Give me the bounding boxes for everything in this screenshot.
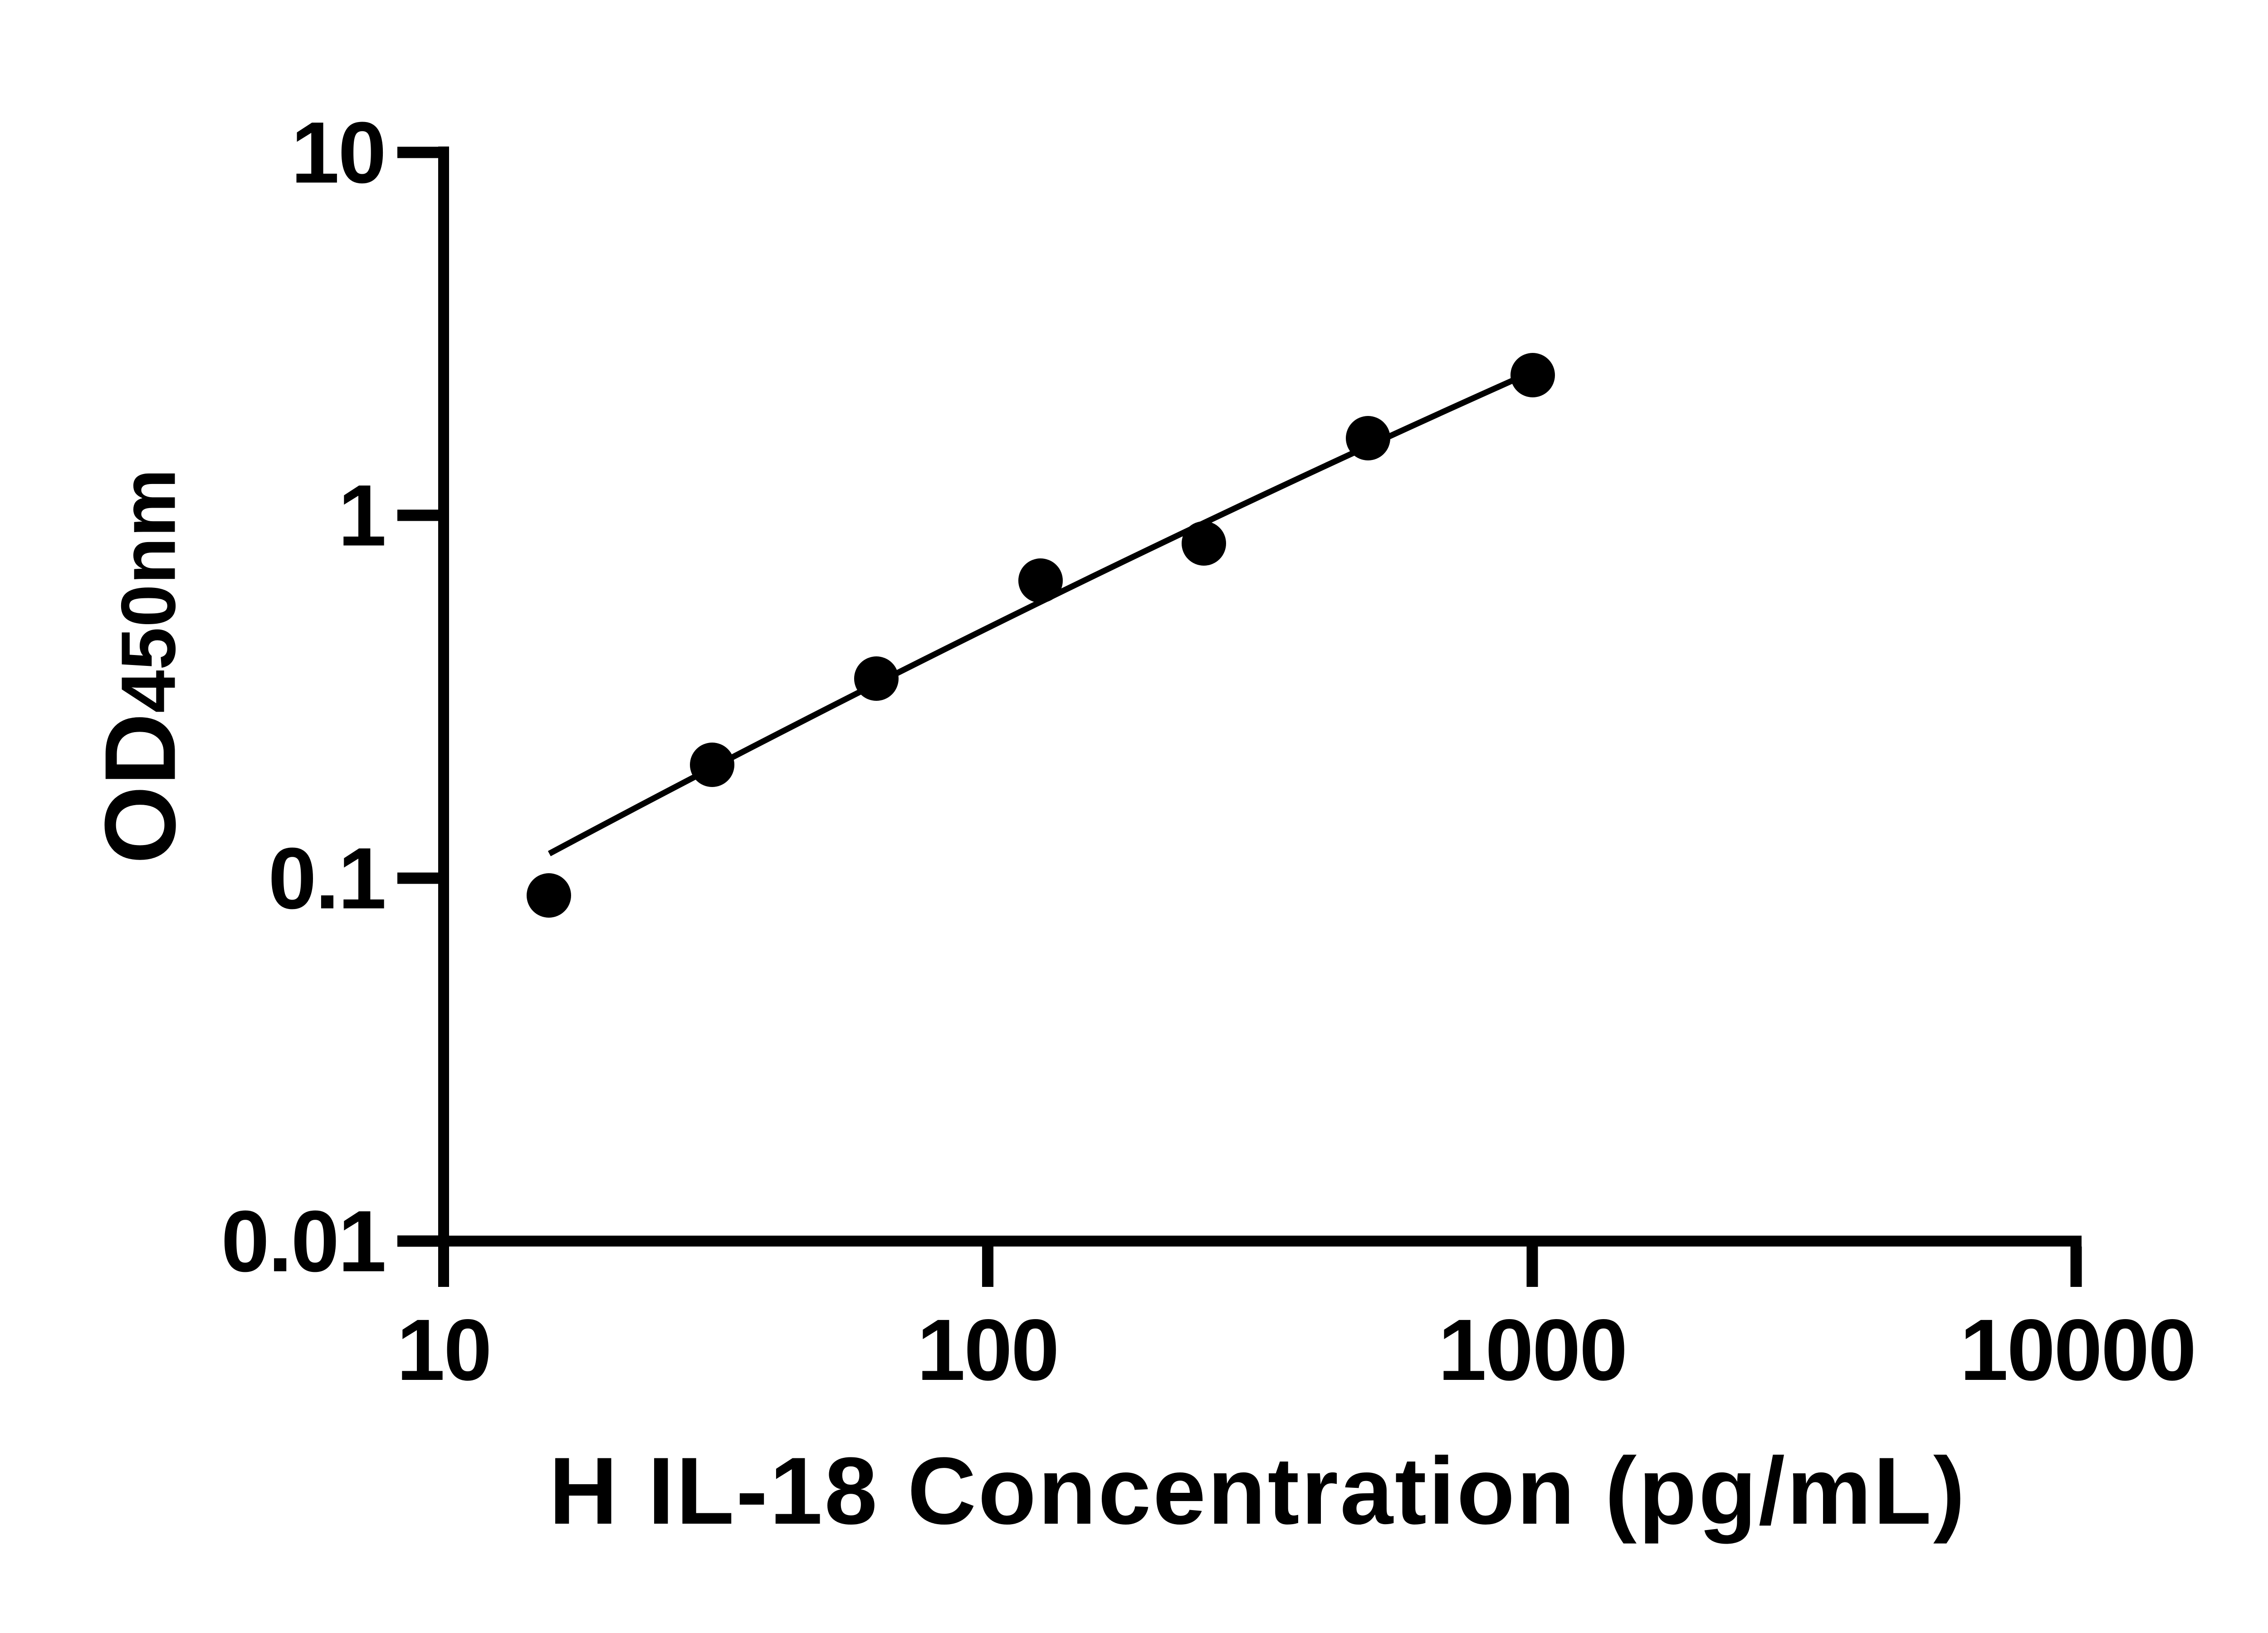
svg-text:10: 10 (396, 1301, 491, 1398)
svg-text:0.1: 0.1 (268, 830, 385, 927)
svg-text:1000: 1000 (1438, 1301, 1626, 1398)
svg-text:OD450nm: OD450nm (84, 469, 197, 864)
svg-text:H IL-18 Concentration (pg/mL): H IL-18 Concentration (pg/mL) (549, 1437, 1967, 1544)
svg-text:100: 100 (917, 1301, 1058, 1398)
svg-text:1: 1 (338, 467, 385, 564)
svg-text:0.01: 0.01 (221, 1193, 385, 1290)
svg-text:10000: 10000 (1960, 1301, 2195, 1398)
svg-text:10: 10 (291, 104, 385, 201)
